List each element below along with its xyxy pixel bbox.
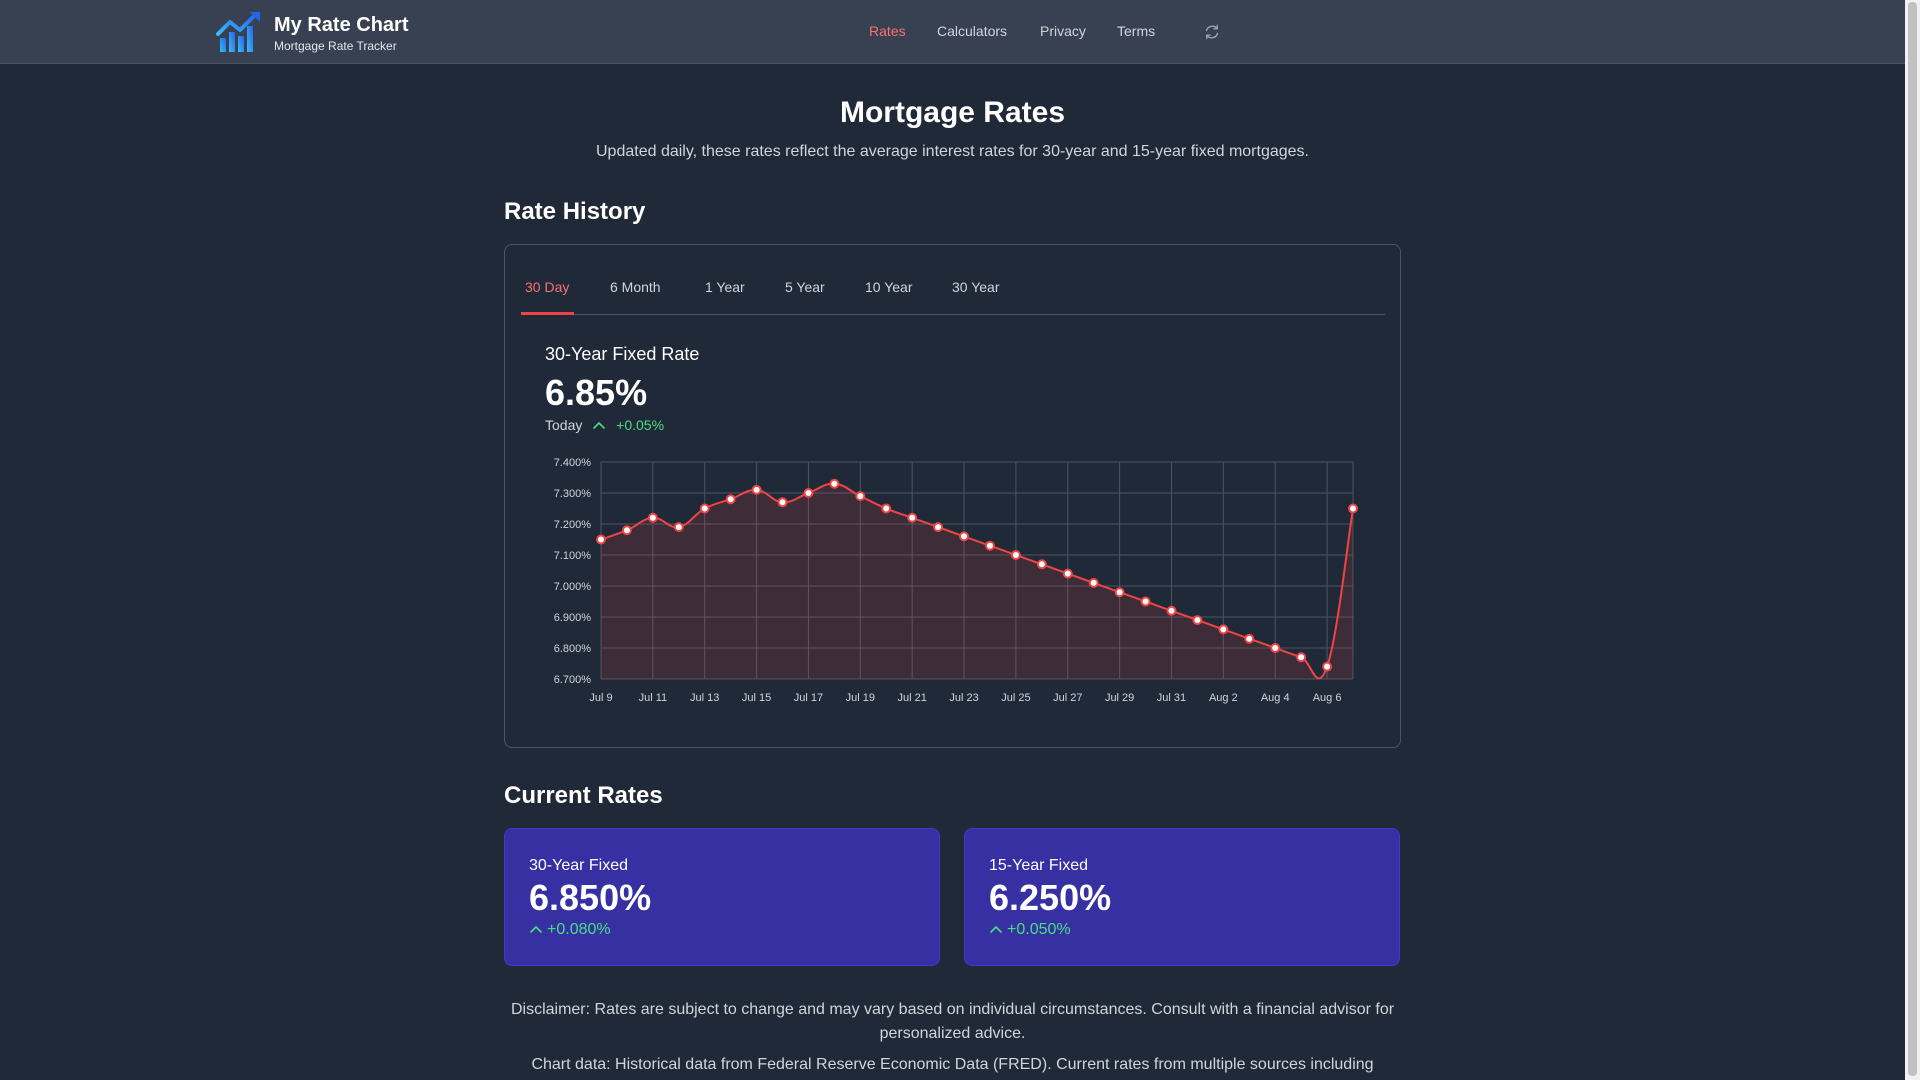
x-tick-label: Aug 4 [1261,692,1290,704]
data-point [803,488,814,498]
data-point [1244,633,1255,644]
chevron-up-icon [530,926,542,933]
rate-line-chart: 7.400% 7.300% 7.200% 7.100% 7.000% 6.900% 6.80… [554,457,1358,704]
today-row: Today +0.05% [545,417,664,433]
rate-card-label: 30-Year Fixed [529,857,629,874]
page-title: Mortgage Rates [839,96,1066,129]
rate-card-change-value: +0.050% [1007,921,1071,938]
today-change: +0.05% [616,417,665,433]
chart-data-source-text: Chart data: Historical data from Federal… [531,1056,1374,1073]
data-point [596,534,606,545]
data-point [855,491,866,502]
y-tick-label: 6.900% [554,612,592,624]
scrollbar-thumb[interactable] [1908,2,1917,1076]
x-tick-label: Jul 13 [690,692,719,704]
x-tick-label: Jul 25 [1001,692,1030,704]
refresh-icon[interactable] [1203,23,1221,41]
x-tick-label: Aug 6 [1313,692,1342,704]
data-point [984,540,995,551]
data-point [1114,587,1125,598]
data-point [829,478,840,489]
rate-card-value: 6.250% [989,877,1112,918]
data-point [777,497,788,508]
rate-card-label: 15-Year Fixed [989,857,1089,874]
chevron-up-icon [593,422,606,429]
page-subtitle: Updated daily, these rates reflect the a… [596,143,1309,160]
rate-card-30-year: 30-Year Fixed 6.850% +0.080% [504,828,940,966]
rate-card-change: +0.080% [529,921,611,939]
range-tabs: 30 Day 6 Month 1 Year 5 Year 10 Year 30 … [521,245,1385,315]
x-tick-label: Jul 27 [1053,692,1082,704]
data-point [1296,652,1307,663]
chart-label: 30-Year Fixed Rate [545,344,700,364]
x-tick-label: Jul 15 [742,692,771,704]
rate-history-card: 30 Day 6 Month 1 Year 5 Year 10 Year 30 … [504,244,1401,748]
data-point [1010,550,1021,560]
x-tick-label: Aug 2 [1209,692,1238,704]
data-point [647,512,658,523]
data-point [1218,624,1229,635]
tab-1-year[interactable]: 1 Year [705,279,745,295]
tab-6-month[interactable]: 6 Month [610,279,661,295]
rate-card-change-value: +0.080% [547,921,611,938]
rate-card-value: 6.850% [529,877,652,918]
nav-calculators[interactable]: Calculators [937,23,1008,39]
brand-subtitle: Mortgage Rate Tracker [274,39,397,53]
today-label: Today [545,417,583,433]
nav-privacy[interactable]: Privacy [1040,23,1086,39]
data-point [1166,605,1177,616]
y-tick-label: 7.400% [554,457,592,469]
chart-current-value: 6.85% [545,372,648,413]
tab-30-day[interactable]: 30 Day [525,279,570,295]
page-scrollbar[interactable] [1905,0,1920,1080]
data-point [1140,596,1151,607]
data-point [1270,643,1281,653]
data-point [1036,559,1047,570]
x-tick-label: Jul 31 [1157,692,1186,704]
rate-history-heading: Rate History [504,198,646,225]
data-point [673,522,684,533]
rate-card-15-year: 15-Year Fixed 6.250% +0.050% [964,828,1400,966]
active-tab-indicator [521,312,574,315]
data-point [959,531,970,542]
data-point [1088,577,1099,588]
y-tick-label: 7.000% [554,581,592,593]
nav-rates[interactable]: Rates [869,23,906,39]
data-point [621,525,632,536]
y-tick-label: 6.700% [554,674,592,686]
y-tick-label: 6.800% [554,643,592,655]
data-point [1322,661,1333,672]
chevron-up-icon [990,926,1002,933]
disclaimer-text: Disclaimer: Rates are subject to change … [510,1001,1395,1042]
data-point [699,503,710,514]
x-tick-label: Jul 9 [589,692,612,704]
data-point [751,484,762,495]
tab-5-year[interactable]: 5 Year [785,279,825,295]
series-area [601,483,1353,679]
top-nav-bar: My Rate Chart Mortgage Rate Tracker Rate… [0,0,1905,64]
data-point [907,512,918,523]
data-point [1062,568,1073,579]
nav-terms[interactable]: Terms [1117,23,1156,39]
chart-logo-icon[interactable] [216,10,262,54]
rate-card-change: +0.050% [989,921,1071,939]
tab-10-year[interactable]: 10 Year [865,279,913,295]
x-tick-label: Jul 19 [846,692,875,704]
x-tick-label: Jul 29 [1105,692,1134,704]
y-tick-label: 7.100% [554,550,592,562]
x-tick-label: Jul 23 [949,692,978,704]
x-tick-label: Jul 11 [639,692,668,704]
brand-title[interactable]: My Rate Chart [274,14,409,36]
y-tick-label: 7.200% [554,519,592,531]
x-tick-label: Jul 17 [794,692,823,704]
x-tick-label: Jul 21 [897,692,926,704]
y-tick-label: 7.300% [554,488,592,500]
data-point [933,522,944,533]
current-rates-heading: Current Rates [504,782,663,809]
data-point [1348,503,1358,514]
tab-30-year[interactable]: 30 Year [952,279,1000,295]
data-point [881,503,892,514]
data-point [725,494,736,505]
data-point [1192,615,1203,626]
